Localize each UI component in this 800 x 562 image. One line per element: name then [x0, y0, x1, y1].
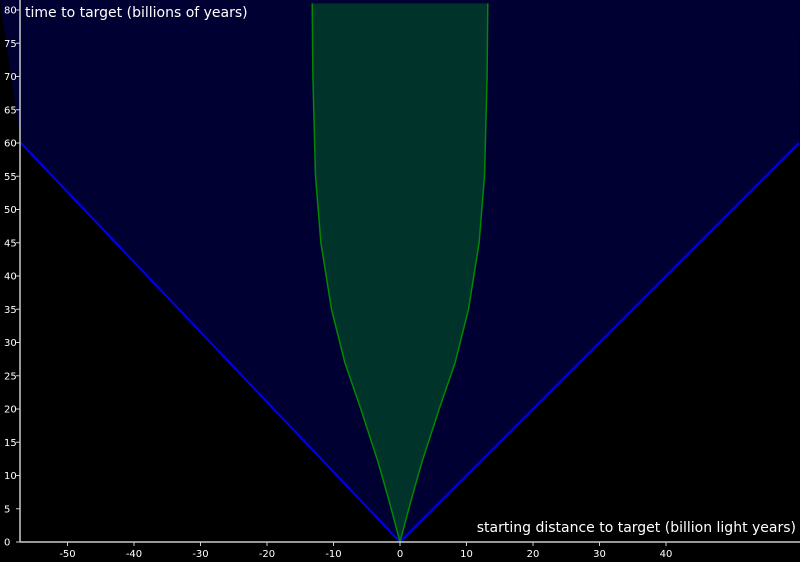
x-tick-label: 40 — [660, 549, 673, 560]
y-tick-label: 50 — [4, 205, 17, 216]
x-tick-label: 20 — [527, 549, 540, 560]
y-tick-label: 40 — [4, 272, 17, 283]
y-tick-label: 70 — [4, 72, 17, 83]
y-tick-label: 35 — [4, 305, 17, 316]
y-tick-label: 65 — [4, 105, 17, 116]
x-tick-label: 0 — [397, 549, 403, 560]
x-tick-label: -50 — [59, 549, 75, 560]
y-tick-label: 25 — [4, 371, 17, 382]
x-axis-ticks: -50 -40 -30 -20 -10 0 10 20 30 40 — [59, 542, 672, 560]
y-axis-ticks: 0 5 10 15 20 25 30 35 40 45 50 55 60 65 70 75 80 — [4, 6, 20, 549]
x-tick-label: -30 — [192, 549, 208, 560]
x-tick-label: -10 — [325, 549, 341, 560]
x-tick-label: -40 — [126, 549, 142, 560]
y-tick-label: 20 — [4, 405, 17, 416]
y-tick-label: 60 — [4, 139, 17, 150]
x-tick-label: 10 — [460, 549, 473, 560]
reachable-region — [312, 3, 488, 542]
x-axis-title: starting distance to target (billion lig… — [477, 520, 796, 536]
y-tick-label: 10 — [4, 471, 17, 482]
y-tick-label: 45 — [4, 238, 17, 249]
y-tick-label: 15 — [4, 438, 17, 449]
y-tick-label: 5 — [4, 504, 10, 515]
y-tick-label: 75 — [4, 39, 17, 50]
axes — [19, 0, 800, 543]
y-tick-label: 0 — [4, 538, 10, 549]
y-tick-label: 55 — [4, 172, 17, 183]
y-tick-label: 30 — [4, 338, 17, 349]
x-tick-label: 30 — [593, 549, 606, 560]
x-tick-label: -20 — [259, 549, 275, 560]
y-axis-title: time to target (billions of years) — [25, 5, 248, 21]
y-tick-label: 80 — [4, 6, 17, 17]
